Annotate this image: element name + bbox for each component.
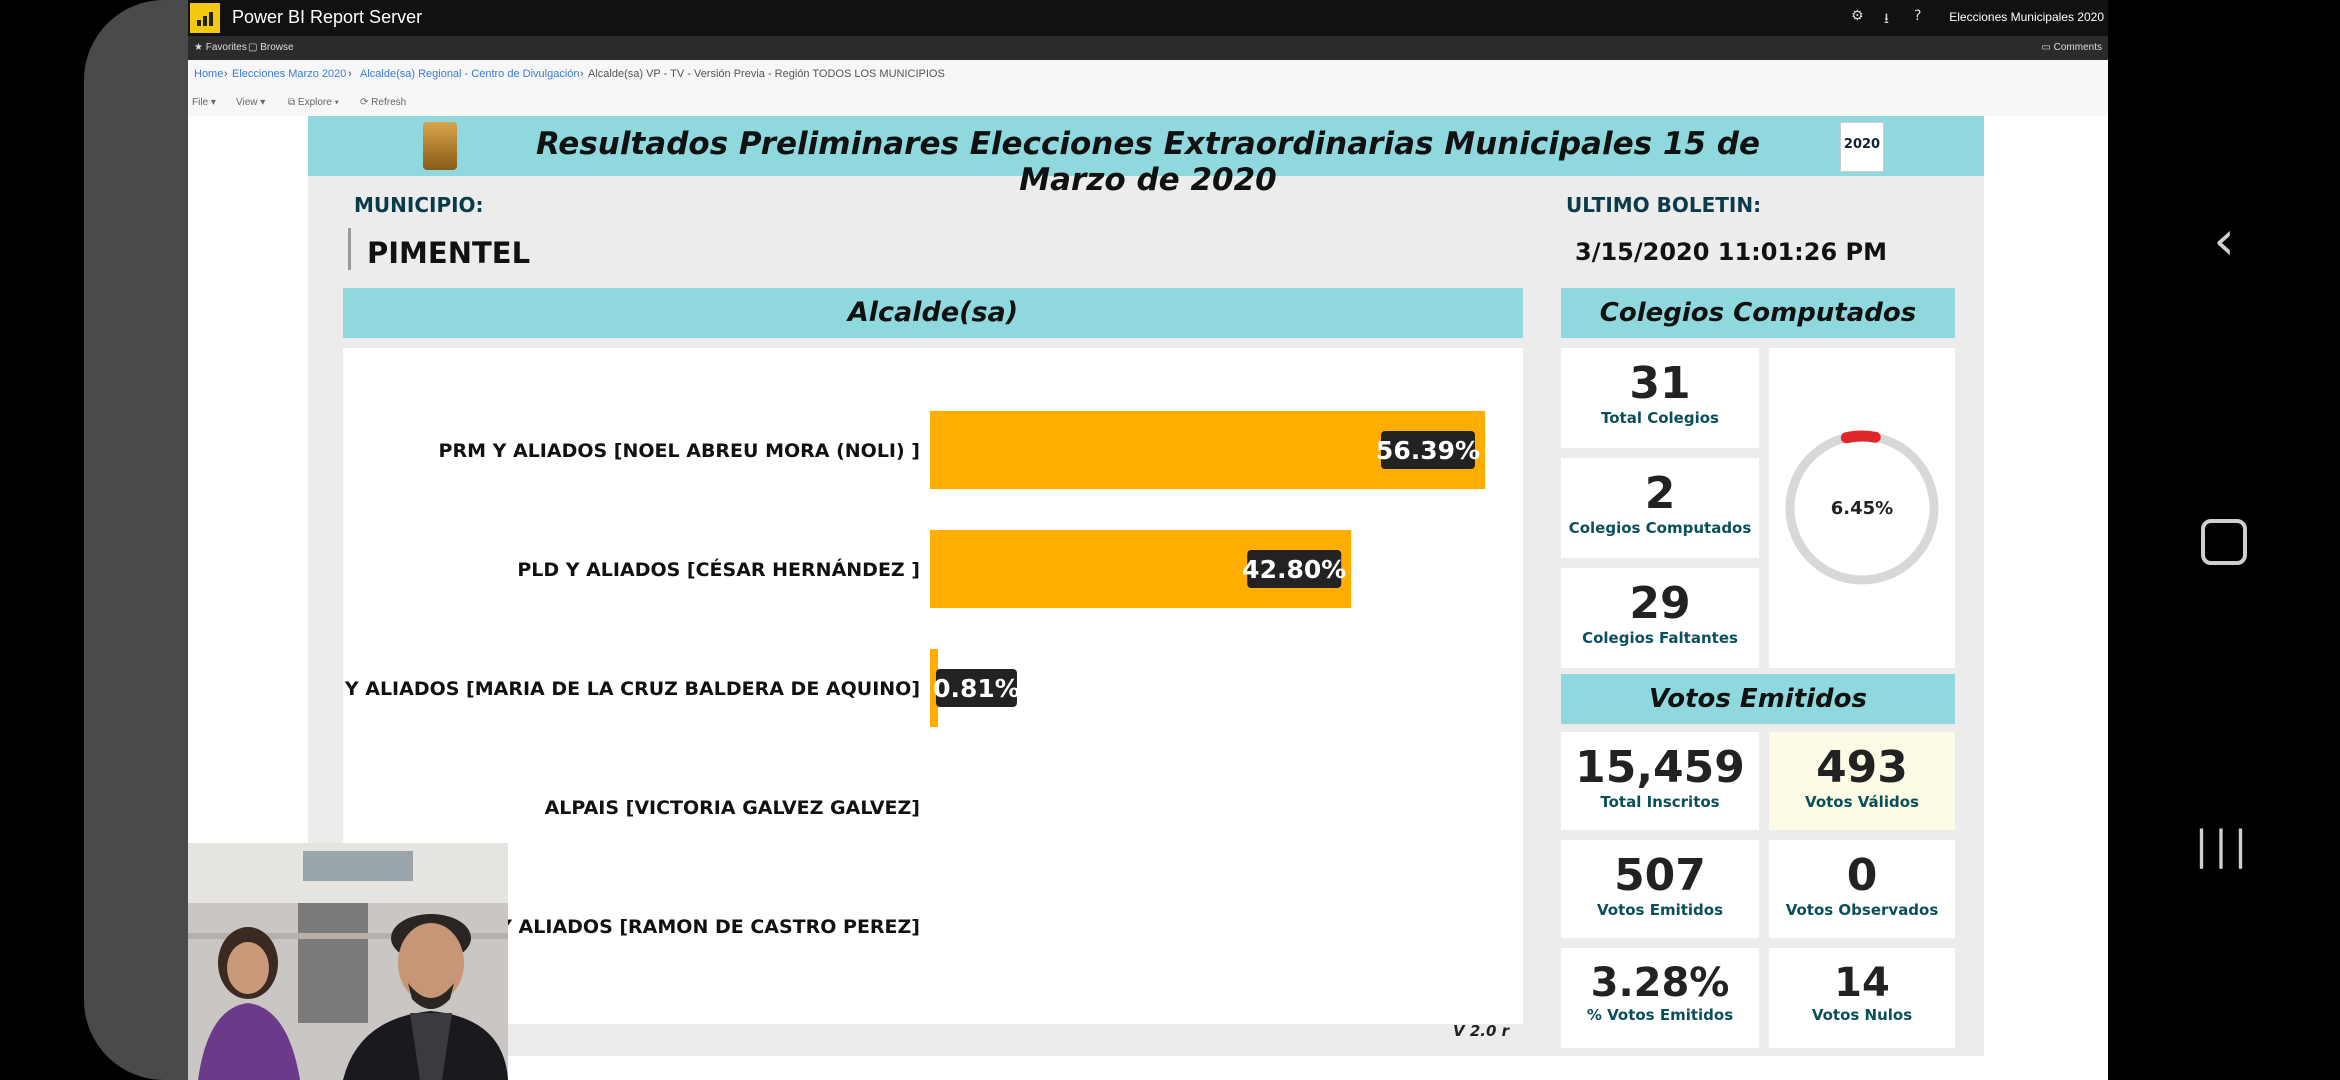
colegios-header: Colegios Computados bbox=[1561, 288, 1955, 338]
breadcrumb: Home › Elecciones Marzo 2020 › Alcalde(s… bbox=[188, 60, 2108, 88]
chart-header: Alcalde(sa) bbox=[343, 288, 1523, 338]
bar-category-label: PLD Y ALIADOS [CÉSAR HERNÁNDEZ ] bbox=[517, 558, 920, 581]
colegios-faltantes-value: 29 bbox=[1629, 578, 1691, 629]
municipio-box: PIMENTEL bbox=[348, 228, 851, 270]
comments-link[interactable]: ▭ Comments bbox=[2041, 42, 2102, 53]
favorites-bar: ★ Favorites ▢ Browse ▭ Comments bbox=[188, 36, 2108, 60]
total-colegios-label: Total Colegios bbox=[1601, 409, 1719, 427]
progress-gauge: 6.45% bbox=[1785, 430, 1939, 585]
pct-votos-label: % Votos Emitidos bbox=[1586, 1006, 1734, 1024]
votos-observados-value: 0 bbox=[1846, 850, 1878, 901]
colegios-computados-card: 2 Colegios Computados bbox=[1561, 458, 1759, 558]
bar-data-label-bg bbox=[1247, 550, 1342, 588]
help-icon[interactable]: ? bbox=[1914, 8, 1922, 24]
phone-edge bbox=[84, 0, 204, 1080]
bar-data-label: 56.39% bbox=[1376, 436, 1480, 465]
top-bar: Power BI Report Server ⚙ ⭳ ? Elecciones … bbox=[188, 0, 2108, 36]
colegios-computados-value: 2 bbox=[1644, 468, 1676, 519]
download-icon[interactable]: ⭳ bbox=[1884, 11, 1889, 27]
municipio-value: PIMENTEL bbox=[367, 236, 531, 270]
bar-data-label-bg bbox=[1381, 431, 1475, 469]
votos-observados-label: Votos Observados bbox=[1785, 901, 1939, 919]
total-inscritos-card: 15,459 Total Inscritos bbox=[1561, 732, 1759, 830]
boletin-value: 3/15/2020 11:01:26 PM bbox=[1575, 238, 1887, 266]
boletin-label: ULTIMO BOLETIN: bbox=[1566, 193, 1762, 217]
votos-nulos-card: 14 Votos Nulos bbox=[1769, 948, 1955, 1048]
votos-emitidos-label: Votos Emitidos bbox=[1596, 901, 1724, 919]
bar[interactable] bbox=[930, 649, 938, 727]
version-label: V 2.0 r bbox=[1453, 1022, 1510, 1040]
votos-validos-value: 493 bbox=[1816, 742, 1908, 793]
back-icon[interactable]: ‹ bbox=[2213, 208, 2235, 272]
file-menu[interactable]: File ▾ bbox=[192, 97, 216, 108]
breadcrumb-current: Alcalde(sa) VP - TV - Versión Previa - R… bbox=[588, 68, 945, 80]
powerbi-logo-icon[interactable] bbox=[190, 3, 220, 33]
colegios-faltantes-label: Colegios Faltantes bbox=[1582, 629, 1738, 647]
total-colegios-card: 31 Total Colegios bbox=[1561, 348, 1759, 448]
pct-votos-value: 3.28% bbox=[1590, 960, 1730, 1006]
favorites-link[interactable]: ★ Favorites bbox=[194, 42, 247, 53]
breadcrumb-home[interactable]: Home bbox=[194, 68, 224, 80]
municipio-label: MUNICIPIO: bbox=[354, 193, 484, 217]
recents-icon[interactable]: ||| bbox=[2194, 823, 2254, 869]
settings-icon[interactable]: ⚙ bbox=[1851, 8, 1864, 24]
pct-votos-card: 3.28% % Votos Emitidos bbox=[1561, 948, 1759, 1048]
breadcrumb-regional[interactable]: Alcalde(sa) Regional - Centro de Divulga… bbox=[360, 68, 580, 80]
total-inscritos-value: 15,459 bbox=[1575, 742, 1745, 793]
breadcrumb-elecciones[interactable]: Elecciones Marzo 2020 bbox=[232, 68, 347, 80]
view-menu[interactable]: View ▾ bbox=[236, 97, 266, 108]
bar-category-label: PRM Y ALIADOS [NOEL ABREU MORA (NOLI) ] bbox=[439, 440, 920, 462]
report-name: Elecciones Municipales 2020 bbox=[1949, 10, 2104, 24]
votos-emitidos-card: 507 Votos Emitidos bbox=[1561, 840, 1759, 938]
votos-nulos-value: 14 bbox=[1834, 960, 1890, 1006]
android-nav-bar: ‹ ||| bbox=[2108, 0, 2340, 1080]
elecciones-2020-logo: 2020 bbox=[1840, 122, 1884, 172]
bar-data-label-bg bbox=[935, 669, 1017, 707]
gauge-value: 6.45% bbox=[1831, 498, 1893, 519]
video-overlay bbox=[188, 843, 508, 1080]
votos-nulos-label: Votos Nulos bbox=[1811, 1006, 1913, 1024]
app-title[interactable]: Power BI Report Server bbox=[232, 7, 423, 27]
report-toolbar: File ▾ View ▾ ⧉ Explore ▾ ⟳ Refresh bbox=[188, 88, 2108, 117]
video-image bbox=[188, 843, 508, 1080]
report-title: Resultados Preliminares Elecciones Extra… bbox=[535, 126, 1761, 198]
votos-observados-card: 0 Votos Observados bbox=[1769, 840, 1955, 938]
votos-header: Votos Emitidos bbox=[1561, 674, 1955, 724]
gauge-card: 6.45% bbox=[1769, 348, 1955, 668]
colegios-computados-label: Colegios Computados bbox=[1568, 519, 1752, 537]
votos-validos-card: 493 Votos Válidos bbox=[1769, 732, 1955, 830]
votos-emitidos-value: 507 bbox=[1614, 850, 1706, 901]
report-canvas: Resultados Preliminares Elecciones Extra… bbox=[188, 116, 2108, 1080]
refresh-button[interactable]: ⟳ Refresh bbox=[360, 97, 407, 108]
total-colegios-value: 31 bbox=[1629, 358, 1691, 409]
bar-chart[interactable]: PRM Y ALIADOS [NOEL ABREU MORA (NOLI) ] 5… bbox=[293, 348, 1523, 1024]
bar-data-label: 0.81% bbox=[933, 674, 1020, 703]
bar-category-label: PHD Y ALIADOS [MARIA DE LA CRUZ BALDERA … bbox=[343, 678, 920, 700]
bar-category-label: PRSC Y ALIADOS [RAMON DE CASTRO PEREZ] bbox=[435, 916, 920, 938]
browser-screen: Power BI Report Server ⚙ ⭳ ? Elecciones … bbox=[188, 0, 2108, 1080]
explore-menu[interactable]: ⧉ Explore ▾ bbox=[288, 97, 339, 108]
total-inscritos-label: Total Inscritos bbox=[1600, 793, 1720, 811]
report-page: Resultados Preliminares Elecciones Extra… bbox=[293, 116, 1984, 1056]
bar-data-label: 42.80% bbox=[1242, 555, 1346, 584]
home-icon[interactable] bbox=[2178, 496, 2270, 588]
colegios-faltantes-card: 29 Colegios Faltantes bbox=[1561, 568, 1759, 668]
bar-category-label: ALPAIS [VICTORIA GALVEZ GALVEZ] bbox=[545, 797, 920, 819]
jce-logo-icon bbox=[423, 122, 457, 170]
report-banner: Resultados Preliminares Elecciones Extra… bbox=[308, 116, 1984, 198]
votos-validos-label: Votos Válidos bbox=[1805, 793, 1919, 811]
bar-chart-panel[interactable]: PRM Y ALIADOS [NOEL ABREU MORA (NOLI) ] 5… bbox=[293, 348, 1523, 1024]
gauge-progress-arc bbox=[1840, 430, 1881, 444]
browse-link[interactable]: ▢ Browse bbox=[248, 42, 294, 53]
